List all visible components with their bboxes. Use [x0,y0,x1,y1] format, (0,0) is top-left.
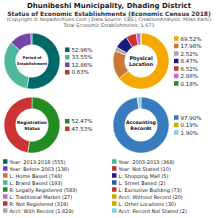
legend-entry: Acct: Without Record (20) [119,194,183,200]
label-swatch [65,55,70,60]
data-label: 52.96% [72,47,93,53]
legend-swatch [112,201,117,206]
donut-label-line: Establishment [17,62,47,66]
label-swatch [174,123,179,128]
legend-swatch [112,180,117,185]
slice [138,97,141,109]
data-label: 0.19% [181,122,198,128]
data-label: 47.53% [72,126,93,132]
legend-entry: L: Brand Based (193) [10,180,63,186]
data-label: 97.90% [181,115,202,121]
label-swatch [174,44,179,49]
legend-entry: Year: 2003-2013 (368) [118,159,175,165]
data-label: 12.86% [72,62,93,68]
label-swatch [65,127,70,132]
legend-swatch [112,208,117,213]
legend-swatch [3,201,8,206]
donut [113,97,169,153]
legend-swatch [112,166,117,171]
legend-entry: R: Legally Registered (583) [10,187,78,194]
data-label: 33.55% [72,54,93,60]
legend-entry: L: Home Based (748) [10,173,63,179]
data-label: 6.52% [181,66,198,72]
data-label: 2.88% [181,73,198,79]
donut-label-line: Period of [23,56,42,60]
label-swatch [174,66,179,71]
label-swatch [174,36,179,41]
label-swatch [174,51,179,56]
donut [4,33,60,89]
label-swatch [65,63,70,68]
legend-entry: R: Not Registered (319) [10,201,69,208]
donut-label-line: Location [129,61,153,67]
donut-label-line: Registration [17,120,47,125]
data-label: 8.47% [181,58,198,64]
slice [27,33,60,89]
data-label: 2.52% [181,51,198,57]
legend-swatch [3,159,8,164]
data-label: 17.98% [181,43,202,49]
legend-entry: L: Traditional Market (27) [10,194,73,200]
legend-entry: L: Exclusive Building (73) [119,187,182,194]
data-label: 52.47% [72,118,93,124]
legend-entry: Acct: Record Not Stated (2) [119,208,187,214]
title: Dhunibeshi Municipality, Dhading Distric… [27,2,192,10]
slice [31,33,32,45]
data-label: 69.52% [181,36,202,42]
legend-swatch [3,194,8,199]
donut [113,33,169,89]
label-swatch [65,48,70,53]
legend-swatch [3,166,8,171]
label-swatch [174,115,179,120]
legend-swatch [3,180,8,185]
donut-label: Period of Establishment [17,56,47,66]
donut-label: PhysicalLocation [129,55,153,67]
subtitle: Status of Economic Establishments (Econo… [7,10,211,17]
legend-swatch [3,173,8,178]
donut-label-line: Records [130,126,152,131]
legend: Year: 2013-2018 (555) Year: 2003-2013 (36… [3,159,187,214]
donut [4,97,60,153]
slice [140,33,141,45]
data-label: 1.90% [181,130,198,136]
legend-entry: Acct: With Record (1,829) [10,208,74,214]
label-swatch [174,74,179,79]
chart: Dhunibeshi Municipality, Dhading Distric… [0,0,218,218]
label-swatch [65,119,70,124]
donut-label: RegistrationStatus [17,120,47,131]
legend-entry: Year: Not Stated (10) [118,166,171,172]
legend-swatch [3,208,8,213]
legend-entry: Year: Before 2003 (138) [9,166,70,172]
slice [113,97,169,153]
legend-entry: L: Other Locations (30) [119,201,177,207]
legend-entry: Year: 2013-2018 (555) [9,159,66,165]
legend-swatch [3,187,8,192]
legend-entry: L: Shopping Mall (5) [119,173,169,180]
label-swatch [174,130,179,135]
legend-swatch [112,194,117,199]
data-label: 0.63% [72,69,89,75]
donut-label: AccountingRecords [126,120,156,131]
donut-label-line: Status [24,126,40,131]
legend-entry: L: Street Based (2) [119,180,166,186]
legend-swatch [112,187,117,192]
slice [136,33,141,45]
label-swatch [174,59,179,64]
data-label: 0.18% [181,81,198,87]
annotation: Total Economic Establishments: 1,673 [63,23,155,28]
legend-swatch [112,173,117,178]
label-swatch [174,81,179,86]
label-swatch [65,70,70,75]
slice [11,33,31,50]
legend-swatch [112,159,117,164]
